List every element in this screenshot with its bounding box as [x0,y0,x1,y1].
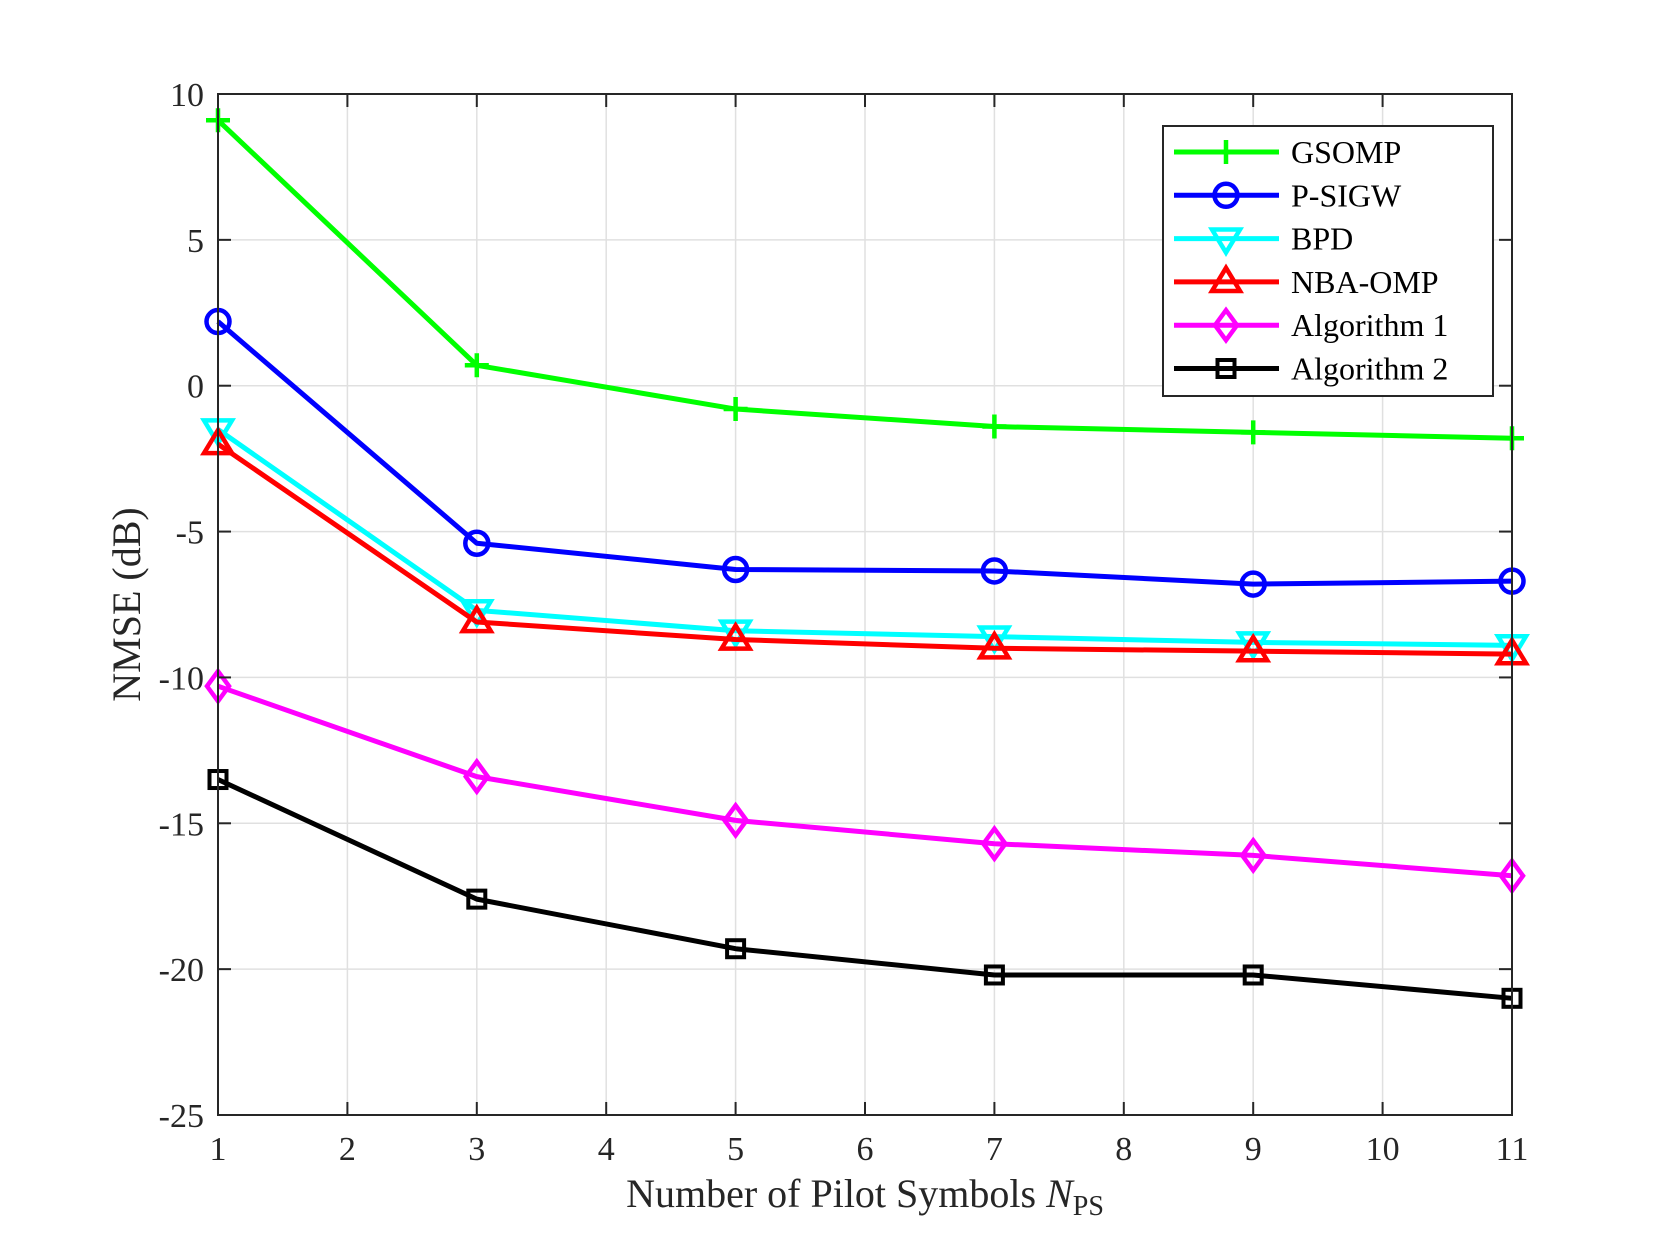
legend-label: NBA-OMP [1291,264,1439,300]
data-point-nba-omp [976,629,1013,660]
series-line-algorithm-2 [216,777,1513,1001]
data-point-bpd [458,598,495,629]
data-point-algorithm-2 [1242,964,1264,986]
data-point-bpd [976,625,1013,655]
data-point-gsomp [464,353,489,378]
series-line-bpd [216,427,1513,648]
legend-label: Algorithm 1 [1291,307,1448,343]
y-tick-label: -25 [159,1098,204,1135]
x-tick-label: 2 [339,1131,356,1168]
x-tick-label: 7 [986,1131,1003,1168]
x-axis-label-text: Number of Pilot Symbols [626,1171,1046,1216]
legend-entry-gsomp: GSOMP [1174,134,1401,170]
series-p-sigw [204,307,1526,598]
y-axis-label: NMSE (dB) [104,507,149,701]
data-point-algorithm-2 [983,964,1005,986]
tick-labels: 1 2 3 4 5 6 7 8 9 10 11 10 5 0 -5 -10 -15 -20 -25 [159,77,1529,1168]
series-line-gsomp [216,118,1513,441]
y-tick-label: -5 [176,515,204,552]
y-tick-label: 5 [187,223,204,260]
legend: GSOMP P-SIGW BPD NBA-OMP Algorithm 1 Algorith… [1162,125,1494,397]
legend-marker [1212,306,1240,345]
x-axis-label-symbol: N [1045,1171,1075,1216]
legend-entry-nba-omp: NBA-OMP [1174,263,1439,300]
y-tick-label: -10 [159,660,204,697]
series-algorithm-2 [207,769,1523,1009]
legend-marker [1208,227,1244,257]
data-point-nba-omp [458,603,495,634]
data-point-gsomp [982,414,1007,439]
legend-entry-algorithm-1: Algorithm 1 [1174,306,1448,345]
legend-label: P-SIGW [1291,177,1402,213]
legend-marker [1212,181,1240,210]
legend-entry-bpd: BPD [1174,221,1353,257]
x-axis-label-subscript: PS [1073,1191,1104,1222]
axis-ticks [217,93,1513,1116]
data-point-algorithm-1 [1239,836,1267,875]
data-point-p-sigw [1239,570,1267,598]
x-tick-label: 9 [1245,1131,1262,1168]
legend-box [1162,125,1494,397]
legend-label: GSOMP [1291,134,1401,170]
x-tick-label: 10 [1366,1131,1400,1168]
data-point-p-sigw [463,529,491,557]
x-tick-label: 6 [857,1131,874,1168]
series-layer [200,108,1530,1009]
x-tick-label: 3 [468,1131,485,1168]
legend-entry-algorithm-2: Algorithm 2 [1174,351,1448,387]
data-point-nba-omp [1235,632,1272,663]
series-line-p-sigw [216,319,1513,587]
x-tick-label: 1 [210,1131,227,1168]
legend-label: Algorithm 2 [1291,351,1448,387]
series-line-algorithm-1 [217,683,1513,879]
data-point-p-sigw [721,555,750,584]
x-tick-label: 8 [1115,1131,1132,1168]
legend-label: BPD [1291,221,1353,257]
series-algorithm-1 [204,667,1526,895]
data-point-algorithm-1 [463,757,491,796]
x-tick-label: 4 [598,1131,615,1168]
y-tick-label: 10 [170,77,204,114]
data-point-gsomp [723,397,748,422]
y-tick-label: -15 [159,806,204,843]
legend-marker [1208,263,1244,294]
y-tick-label: -20 [159,952,204,989]
data-point-p-sigw [980,557,1009,585]
data-point-algorithm-1 [980,824,1009,863]
x-axis-label: Number of Pilot Symbols NPS [626,1171,1104,1222]
legend-marker [1215,358,1237,379]
data-point-gsomp [1241,420,1266,445]
x-tick-label: 11 [1496,1131,1529,1168]
data-point-algorithm-2 [466,888,488,910]
legend-marker [1214,140,1238,164]
data-point-nba-omp [717,621,754,651]
series-line-nba-omp [216,441,1513,657]
data-point-algorithm-2 [725,938,747,960]
legend-entry-p-sigw: P-SIGW [1174,177,1402,213]
y-tick-label: 0 [187,369,204,406]
x-tick-label: 5 [727,1131,744,1168]
data-point-algorithm-1 [721,801,750,840]
